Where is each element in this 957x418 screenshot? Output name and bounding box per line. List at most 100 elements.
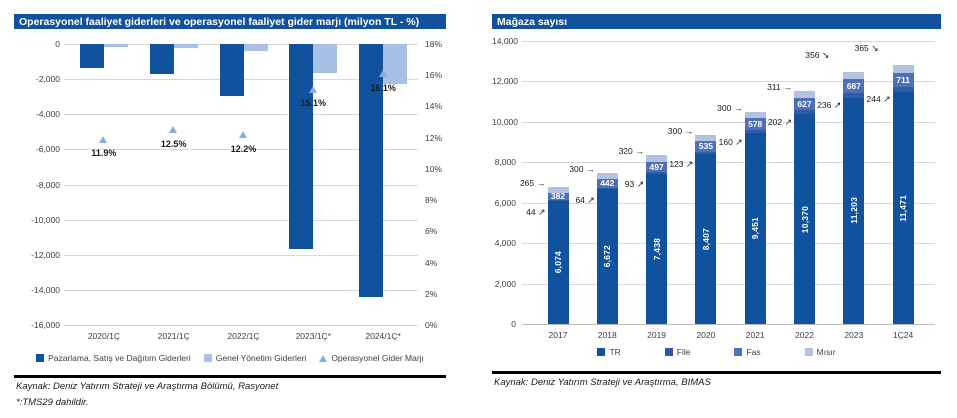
arrow-right-icon: → [733,102,743,113]
segment-label-fas: 382 [550,191,566,202]
stack-segment-msr [794,91,815,98]
segment-label-tr: 6,672 [597,189,618,324]
opex-chart: 0 -2,000 -4,000 -6,000 -8,000 -10,000 -12,000 -… [14,14,446,354]
segment-label-tr: 6,074 [548,201,569,324]
x-axis-label: 1Ç24 [892,330,914,340]
y-axis-tick: 0 [511,319,516,329]
gridline [522,202,935,204]
right-axis-tick: 4% [425,257,438,268]
x-axis-label: 2018 [597,330,617,340]
legend-item: Fas [734,347,761,357]
y-axis-tick: 14,000 [492,36,518,46]
marker-label: 12.2% [230,143,257,154]
marker-label: 11.9% [91,148,117,159]
legend-swatch [203,354,212,362]
bar-pazarlama-giderleri [79,44,104,68]
segment-label-text: 8,407 [700,227,711,251]
marker-triangle-icon [169,126,178,134]
arrow-right-icon: → [635,146,645,157]
right-axis-tick: 12% [425,132,443,143]
segment-label-text: 11,203 [848,197,859,225]
legend-swatch [597,348,606,356]
segment-label-tr: 11,203 [843,98,864,324]
arrow-right-icon: → [783,82,792,93]
stack-segment-msr [744,111,766,119]
stack-segment-msr [596,172,618,179]
right-axis-tick: 6% [425,226,438,237]
legend-item: File [664,347,690,357]
bar-pazarlama-giderleri [359,44,384,297]
gridline [522,162,935,164]
segment-label-fas: 535 [698,141,713,152]
right-axis-tick: 10% [425,163,443,174]
x-axis-label: 2021 [745,330,765,340]
segment-label-text: 11,471 [898,194,909,222]
y-axis-tick: -2,000 [35,74,60,85]
gridline [64,184,418,186]
stack-segment-tr [744,132,766,324]
gridline [64,149,418,151]
stack-segment-file [843,92,865,98]
segment-label-fas: 711 [896,74,910,85]
legend-triangle-icon [319,354,328,362]
source-note: Kaynak: Deniz Yatırım Strateji ve Araştı… [494,377,711,388]
right-axis-tick: 18% [425,39,443,49]
gridline [64,325,418,326]
y-axis-tick: 12,000 [492,76,518,87]
segment-label-fas: 497 [649,161,664,172]
gridline [522,121,935,123]
right-axis-tick: 14% [425,101,443,112]
segment-label-fas: 627 [797,98,812,109]
y-axis-tick: -14,000 [31,284,60,295]
opex-chart-title: Operasyonel faaliyet giderleri ve operas… [14,14,446,31]
legend-item: Genel Yönetim Giderleri [203,353,306,363]
legend-item: Operasyonel Gider Marjı [319,353,424,363]
store-count-panel: Mağaza sayısı 14,000 12,000 10,000 8,000 6,0… [492,14,941,414]
segment-label-tr: 11,471 [893,92,914,324]
legend-swatch [734,348,743,356]
panel-divider [14,375,446,378]
gridline [64,219,418,221]
annotation-misir: 300 → [717,102,743,113]
y-axis-tick: -10,000 [31,214,60,225]
segment-label-tr: 7,438 [646,174,667,324]
annotation-file: 64 ↗ [575,194,595,205]
arrow-up-right-icon: ↗ [833,99,842,110]
stack-segment-file [695,151,717,155]
x-axis-label: 2020 [696,330,716,340]
stack-segment-msr [892,65,914,73]
y-axis-tick: 10,000 [492,116,518,127]
y-axis-tick: 4,000 [494,238,516,249]
stack-segment-msr [646,155,668,162]
bar-genel-yonetim-giderleri [313,44,338,73]
legend-item: TR [597,347,621,357]
stack-segment-file [892,87,914,93]
x-axis-label: 2019 [647,330,667,340]
marker-triangle-icon [99,135,108,143]
y-axis-tick: 6,000 [494,197,516,208]
stack-segment-file [596,187,618,190]
stack-segment-tr [547,201,569,324]
legend-item: Pazarlama, Satış ve Dağıtım Giderleri [36,353,191,363]
right-axis-tick: 2% [425,288,438,299]
bar-genel-yonetim-giderleri [243,44,268,52]
x-axis-label: 2022 [795,330,814,340]
gridline [64,254,418,256]
legend-label: TR [609,347,621,357]
bar-pazarlama-giderleri [289,44,314,249]
arrow-right-icon: → [684,125,694,136]
stack-segment-fas [744,118,766,130]
annotation-file: 236 ↗ [817,99,842,110]
x-axis-label: 2024/1Ç* [365,331,401,341]
bar-pazarlama-giderleri [149,44,174,74]
arrow-right-icon: → [585,163,595,174]
annotation-misir: 365 ↘ [854,43,879,54]
arrow-up-right-icon: ↗ [636,178,645,189]
annotation-misir: 300 → [667,125,694,136]
gridline [64,114,418,116]
legend-item: Mısır [804,347,836,357]
segment-label-fas: 687 [846,80,861,91]
right-axis-tick: 16% [425,70,443,81]
gridline [522,283,935,285]
x-axis-label: 2020/1Ç [87,331,120,341]
